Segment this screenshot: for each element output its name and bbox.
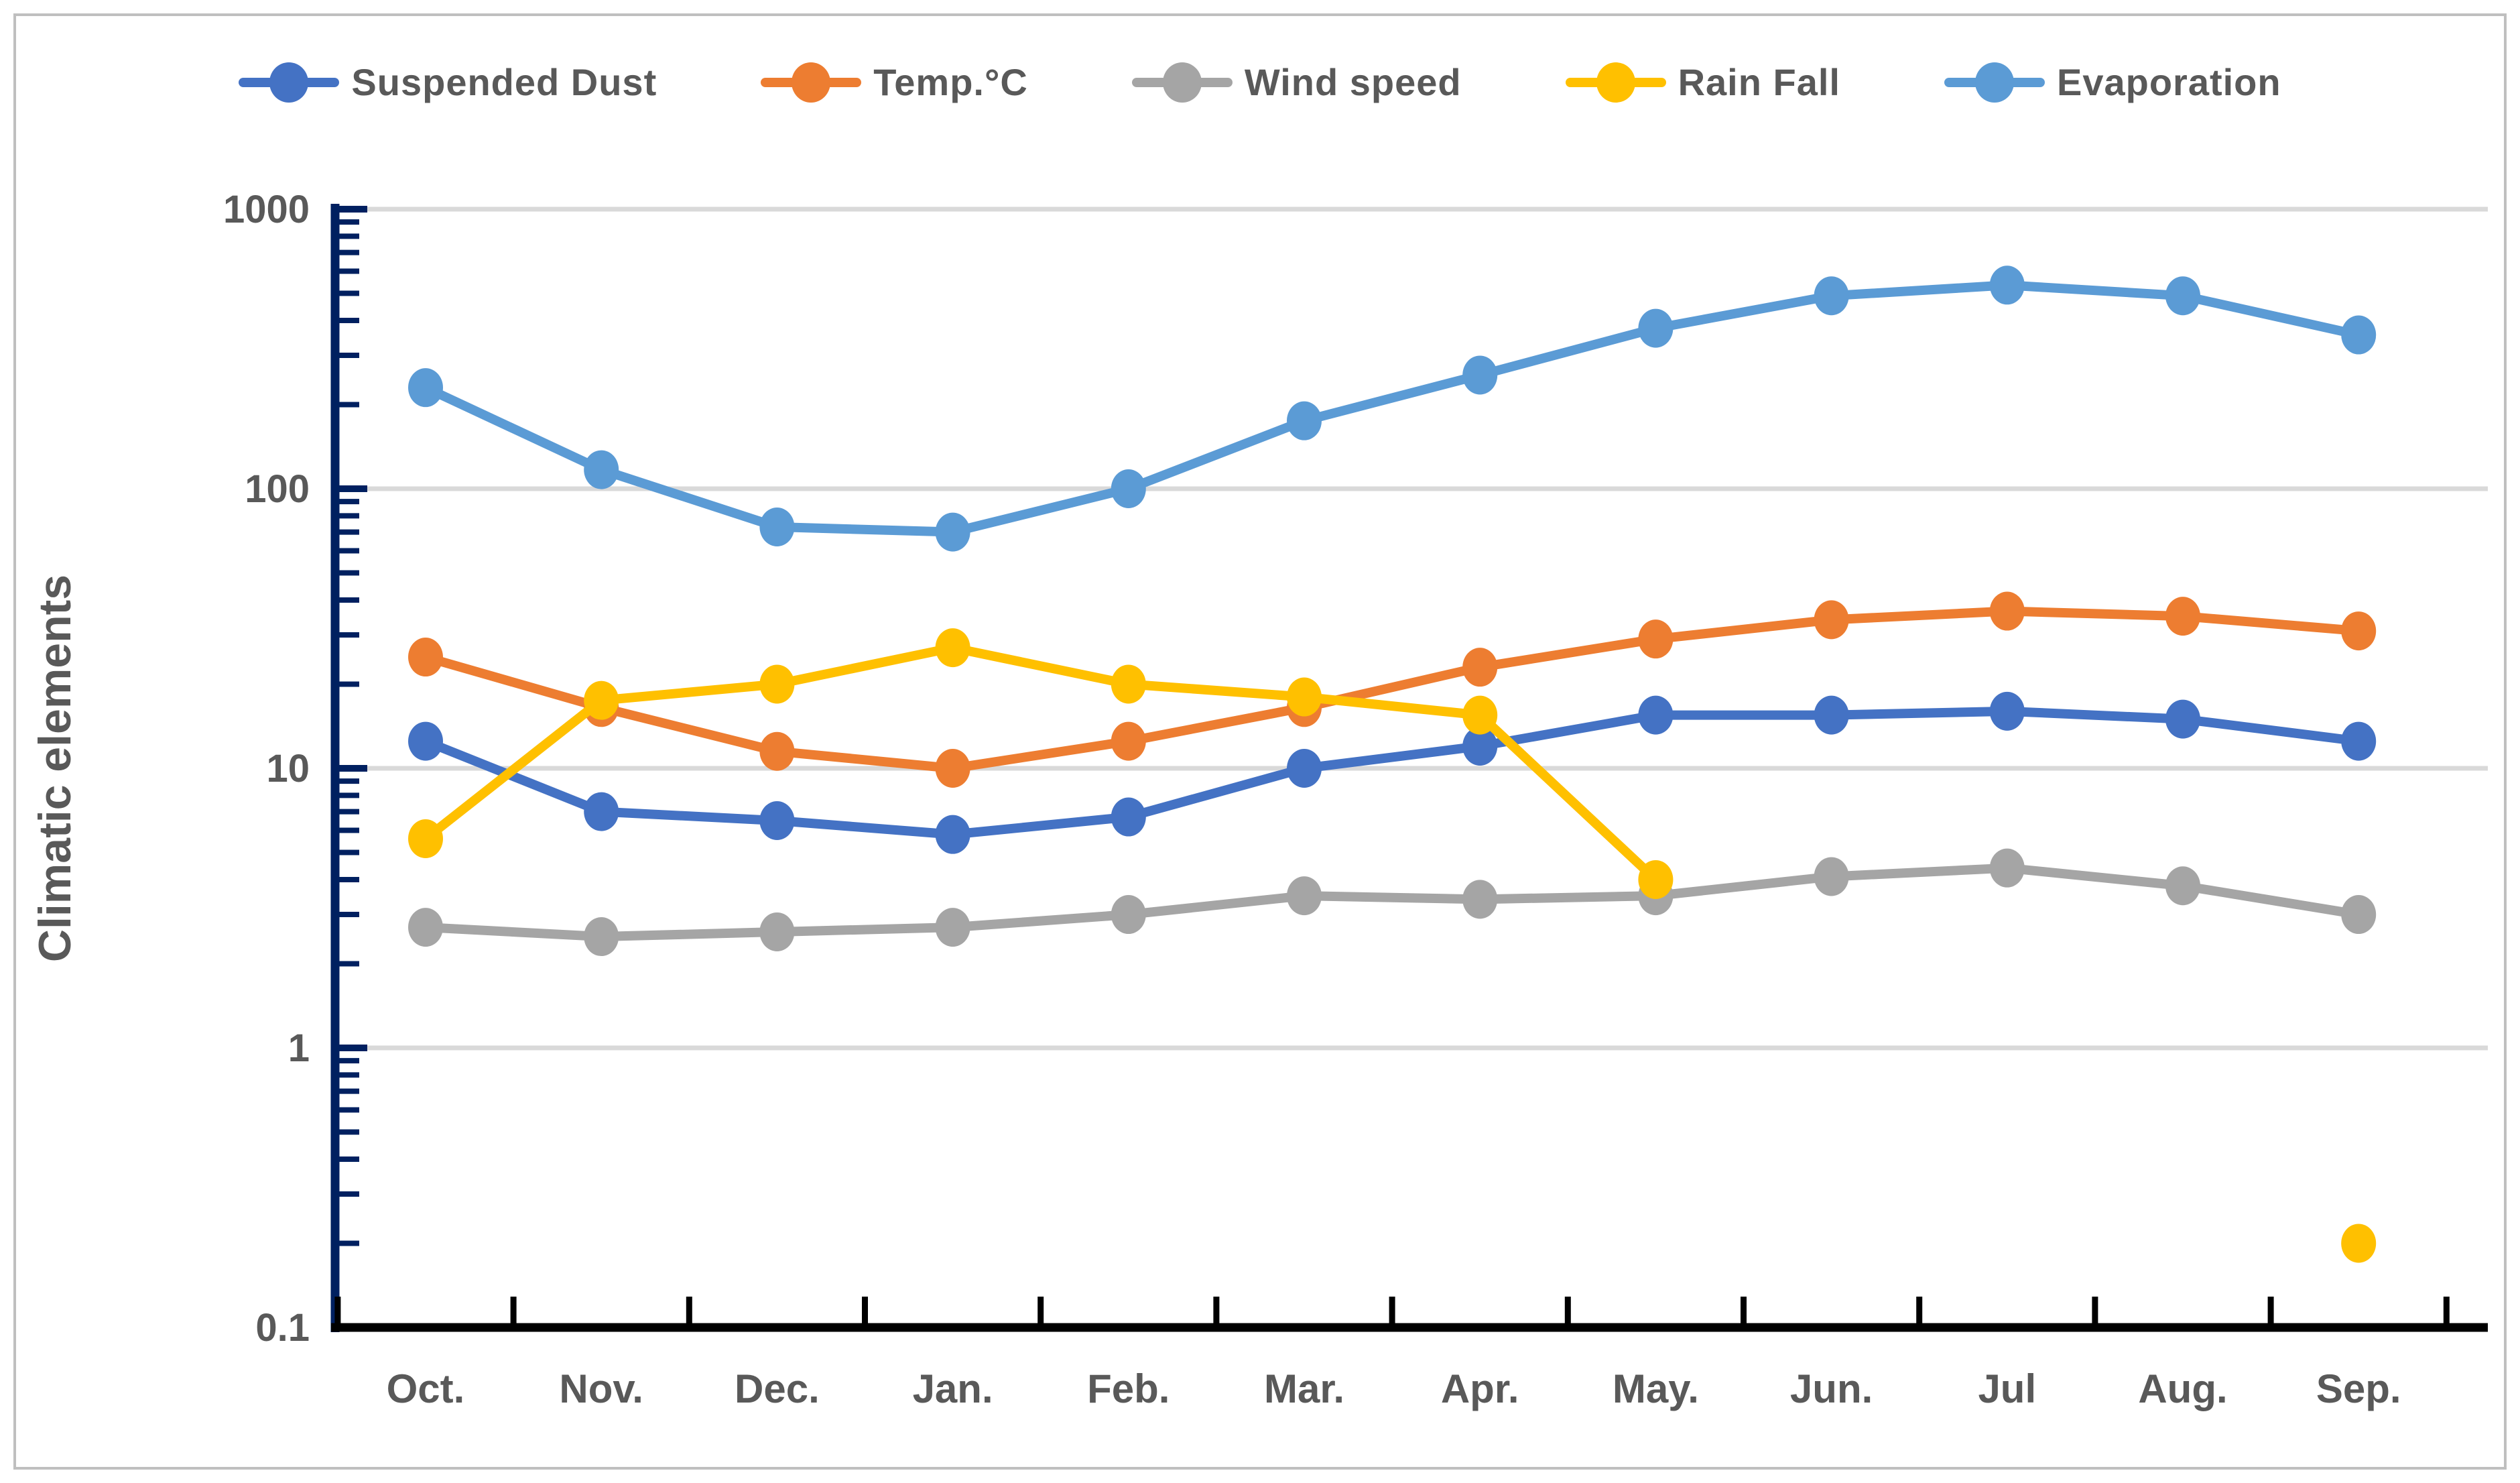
x-tick-label-feb: Feb. [1087, 1366, 1170, 1411]
data-point-rain-fall-sep [2341, 1224, 2377, 1263]
data-point-temp-c-jan [935, 749, 970, 788]
y-tick-label-1: 1 [288, 1026, 310, 1070]
y-axis-title: Climatic elements [29, 575, 80, 962]
data-point-suspended-dust-jun [1814, 695, 1849, 735]
data-point-suspended-dust-oct [408, 721, 443, 761]
data-point-suspended-dust-feb [1111, 797, 1146, 837]
data-point-wind-speed-nov [584, 917, 619, 957]
data-point-suspended-dust-jul [1989, 691, 2025, 731]
data-point-wind-speed-apr [1462, 880, 1498, 919]
legend-marker-wind-speed-icon [1131, 61, 1233, 104]
data-point-evaporation-nov [584, 450, 619, 489]
data-point-evaporation-sep [2341, 315, 2377, 355]
data-point-suspended-dust-mar [1287, 749, 1322, 788]
legend-label-temp: Temp.°C [873, 61, 1028, 103]
series-line-temp-c [421, 606, 2364, 773]
data-point-temp-c-oct [408, 638, 443, 677]
legend-label-rain-fall: Rain Fall [1678, 61, 1840, 103]
data-point-wind-speed-jul [1989, 848, 2025, 888]
data-point-rain-fall-apr [1462, 695, 1498, 735]
legend-marker-temp-icon [761, 61, 862, 104]
data-point-rain-fall-dec [759, 664, 795, 704]
data-point-rain-fall-jan [935, 628, 970, 668]
data-point-suspended-dust-sep [2341, 721, 2377, 761]
data-point-rain-fall-feb [1111, 664, 1146, 704]
x-tick-label-may: May. [1613, 1366, 1699, 1411]
data-point-suspended-dust-nov [584, 792, 619, 831]
series-line-rain-fall [421, 643, 1661, 884]
data-point-evaporation-jul [1989, 265, 2025, 305]
x-tick-label-oct: Oct. [387, 1366, 465, 1411]
x-tick-label-apr: Apr. [1441, 1366, 1519, 1411]
data-point-evaporation-aug [2165, 276, 2200, 316]
data-point-wind-speed-jun [1814, 857, 1849, 896]
legend-label-wind-speed: Wind speed [1244, 61, 1462, 103]
legend-label-evaporation: Evaporation [2056, 61, 2281, 103]
y-tick-label-100: 100 [245, 467, 310, 511]
data-point-wind-speed-jan [935, 908, 970, 947]
data-point-wind-speed-sep [2341, 895, 2377, 935]
legend-item-rain-fall: Rain Fall [1565, 60, 1840, 104]
y-tick-label-0.1: 0.1 [255, 1306, 310, 1350]
data-point-suspended-dust-jan [935, 815, 970, 854]
data-point-evaporation-jan [935, 512, 970, 552]
series-line-evaporation [421, 280, 2364, 537]
legend-item-suspended-dust: Suspended Dust [239, 60, 657, 104]
data-point-suspended-dust-apr [1462, 726, 1498, 766]
legend-item-evaporation: Evaporation [1944, 60, 2281, 104]
data-point-wind-speed-dec [759, 912, 795, 951]
legend-marker-rain-fall-icon [1565, 61, 1666, 104]
data-point-temp-c-sep [2341, 611, 2377, 651]
legend-label-suspended-dust: Suspended Dust [351, 61, 657, 103]
data-point-temp-c-apr [1462, 648, 1498, 687]
series-line-suspended-dust [421, 706, 2364, 839]
x-tick-label-aug: Aug. [2138, 1366, 2227, 1411]
data-point-evaporation-dec [759, 507, 795, 546]
legend-marker-evaporation-icon [1944, 61, 2045, 104]
data-point-temp-c-jun [1814, 600, 1849, 640]
data-point-rain-fall-nov [584, 680, 619, 720]
legend-item-wind-speed: Wind speed [1131, 60, 1462, 104]
data-point-rain-fall-mar [1287, 677, 1322, 717]
series-line-wind-speed [421, 863, 2364, 942]
x-tick-label-nov: Nov. [559, 1366, 643, 1411]
x-tick-label-jul: Jul [1978, 1366, 2036, 1411]
x-tick-label-sep: Sep. [2316, 1366, 2401, 1411]
data-point-suspended-dust-may [1638, 695, 1674, 735]
x-tick-label-dec: Dec. [735, 1366, 820, 1411]
data-point-temp-c-dec [759, 731, 795, 771]
data-point-temp-c-may [1638, 619, 1674, 659]
data-point-wind-speed-mar [1287, 876, 1322, 916]
data-point-evaporation-jun [1814, 276, 1849, 316]
legend-item-temp: Temp.°C [761, 60, 1028, 104]
data-point-evaporation-may [1638, 308, 1674, 348]
data-point-suspended-dust-aug [2165, 699, 2200, 739]
x-tick-label-jun: Jun. [1790, 1366, 1873, 1411]
data-point-evaporation-apr [1462, 355, 1498, 395]
data-point-temp-c-feb [1111, 721, 1146, 761]
data-point-evaporation-mar [1287, 401, 1322, 440]
data-point-suspended-dust-dec [759, 801, 795, 841]
x-tick-label-mar: Mar. [1264, 1366, 1344, 1411]
chart-legend: Suspended Dust Temp.°C Wind speed Rain F… [0, 60, 2520, 104]
y-tick-label-10: 10 [266, 747, 310, 790]
data-point-wind-speed-aug [2165, 866, 2200, 906]
data-point-wind-speed-feb [1111, 895, 1146, 935]
data-point-rain-fall-oct [408, 819, 443, 859]
data-point-temp-c-aug [2165, 597, 2200, 636]
y-tick-label-1000: 1000 [223, 188, 310, 231]
legend-marker-suspended-dust-icon [239, 61, 340, 104]
data-point-evaporation-feb [1111, 469, 1146, 508]
x-tick-label-jan: Jan. [913, 1366, 993, 1411]
data-point-evaporation-oct [408, 368, 443, 408]
data-point-rain-fall-may [1638, 859, 1674, 899]
data-point-temp-c-jul [1989, 591, 2025, 631]
data-point-wind-speed-oct [408, 908, 443, 947]
